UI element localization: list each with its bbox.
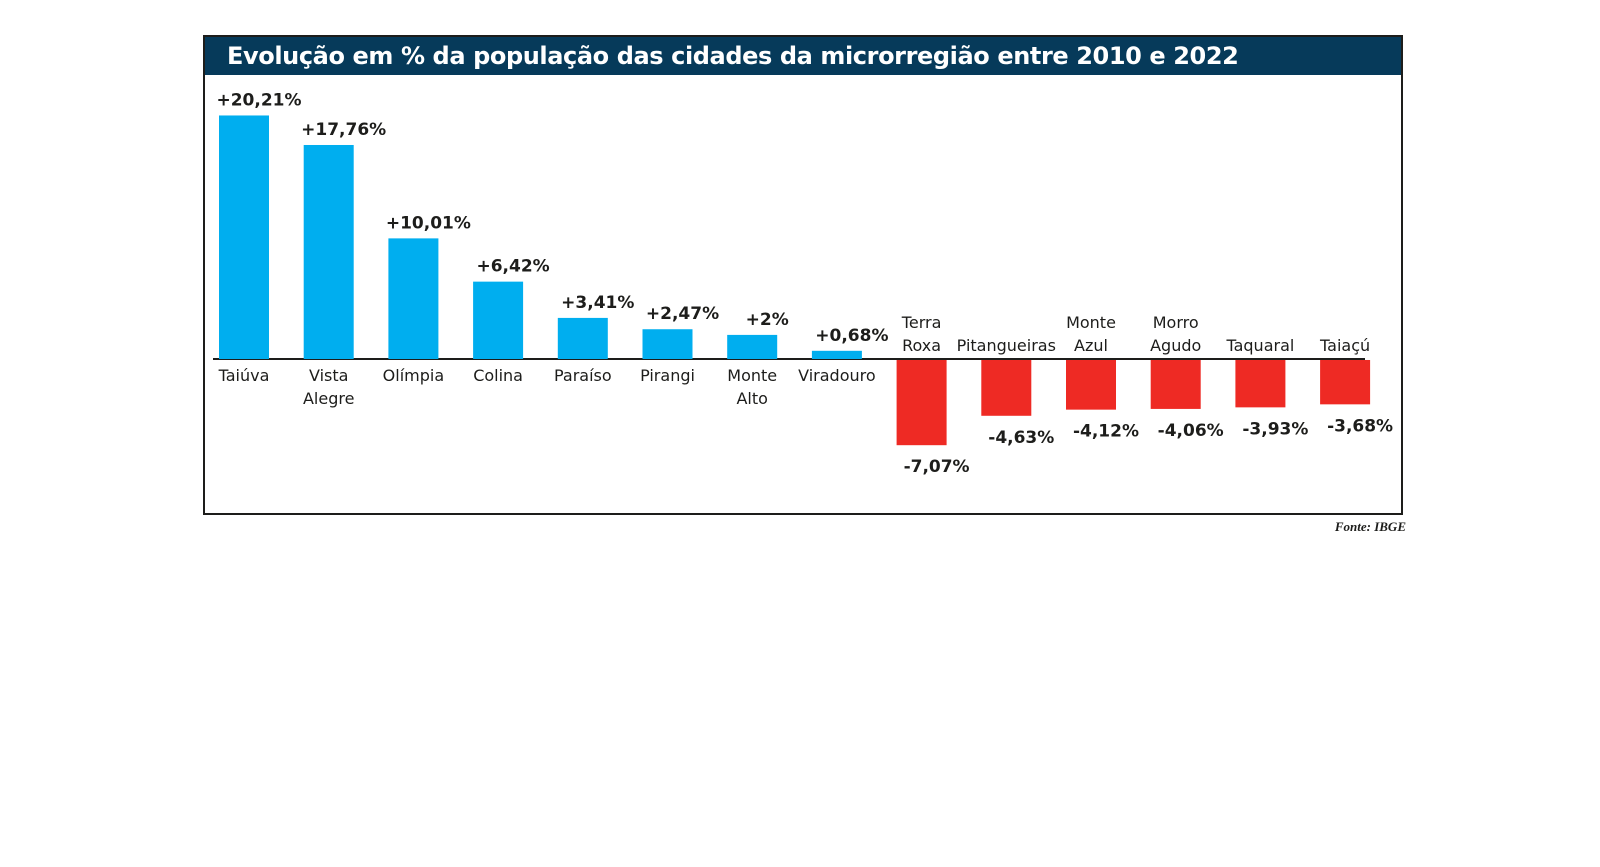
data-label: -3,68%	[1327, 416, 1393, 436]
data-label: -4,06%	[1158, 421, 1224, 441]
category-label: Alegre	[303, 389, 354, 408]
category-label: Roxa	[902, 336, 941, 355]
data-label: +6,42%	[476, 257, 549, 277]
chart-frame: Evolução em % da população das cidades d…	[203, 35, 1403, 515]
bar	[981, 360, 1032, 416]
category-label: Azul	[1074, 336, 1108, 355]
bar	[811, 350, 862, 359]
data-label: +20,21%	[216, 90, 301, 110]
bar	[219, 115, 269, 359]
bar	[642, 329, 693, 359]
category-label: Paraíso	[554, 366, 612, 385]
chart-title-bar: Evolução em % da população das cidades d…	[205, 37, 1401, 75]
category-label: Morro	[1153, 313, 1199, 332]
bar	[557, 317, 608, 359]
bar	[1066, 360, 1116, 410]
data-label: -7,07%	[904, 457, 970, 477]
category-label: Taiúva	[218, 366, 270, 385]
bar	[727, 334, 778, 359]
bar-chart: +20,21% Taiúva +17,76% Vista Alegre +10,01% Ol…	[213, 90, 1393, 477]
category-label: Pitangueiras	[957, 336, 1056, 355]
data-label: +17,76%	[301, 120, 386, 140]
data-label: +3,41%	[561, 293, 634, 313]
data-label: -4,12%	[1073, 422, 1139, 442]
bar	[303, 144, 354, 359]
category-label: Monte	[727, 366, 777, 385]
bar	[1150, 360, 1201, 409]
data-label: -4,63%	[988, 428, 1054, 448]
category-label: Colina	[473, 366, 523, 385]
bar	[388, 238, 439, 359]
category-label: Agudo	[1150, 336, 1201, 355]
category-label: Alto	[736, 389, 767, 408]
data-label: +10,01%	[386, 213, 471, 233]
category-label: Viradouro	[798, 366, 876, 385]
category-label: Pirangi	[640, 366, 695, 385]
bar	[896, 360, 947, 446]
data-label: +2,47%	[646, 304, 719, 324]
source-note: Fonte: IBGE	[1334, 519, 1406, 534]
category-label: Olímpia	[383, 366, 444, 385]
category-label: Monte	[1066, 313, 1116, 332]
chart-title: Evolução em % da população das cidades d…	[227, 42, 1239, 70]
category-label: Vista	[309, 366, 348, 385]
data-label: -3,93%	[1242, 419, 1308, 439]
data-label: +2%	[746, 310, 789, 330]
category-label: Taquaral	[1225, 336, 1294, 355]
category-label: Terra	[901, 313, 942, 332]
category-label: Taiaçú	[1319, 336, 1370, 355]
bar	[1320, 360, 1371, 405]
data-label: +0,68%	[815, 326, 888, 346]
bar	[473, 281, 524, 359]
bar	[1235, 360, 1286, 408]
